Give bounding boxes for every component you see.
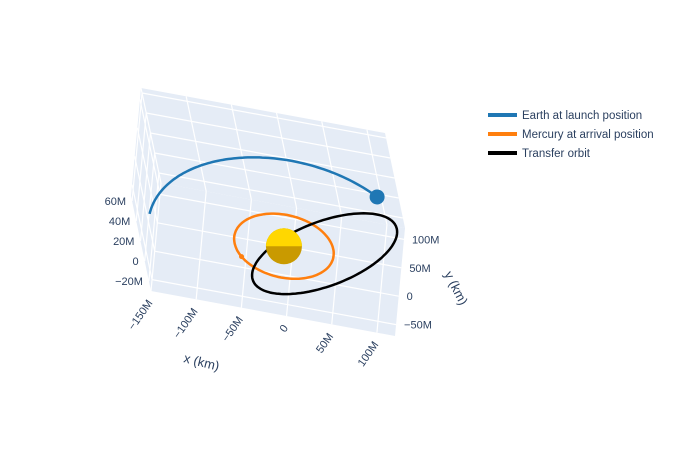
grid-line-x [321, 121, 343, 217]
z-tick-label: 60M [105, 196, 126, 208]
z-tick-label: 20M [113, 236, 134, 248]
axis-panes [131, 88, 405, 336]
grid-line-y [159, 193, 405, 240]
grid-line-z [150, 132, 395, 179]
legend[interactable]: Earth at launch position Mercury at arriv… [488, 110, 654, 160]
transfer-orbit-line [250, 212, 399, 296]
grid-line-y [134, 156, 156, 252]
traces [148, 156, 399, 296]
grid-line-x [150, 182, 162, 292]
z-tick-label: 0 [133, 256, 139, 268]
grid-line-x [376, 224, 388, 333]
earth-marker [369, 189, 385, 205]
sun-highlight [265, 228, 302, 247]
grid-line-z [158, 172, 404, 219]
x-axis-title: x (km) [182, 350, 221, 373]
x-tick-label: 100M [356, 340, 382, 369]
z-tick-label: 40M [109, 216, 130, 228]
grid-line-x [230, 104, 252, 200]
y-tick-label: 50M [409, 263, 430, 275]
grid-line-x [331, 216, 343, 325]
legend-label[interactable]: Earth at launch position [522, 110, 642, 122]
earth-orbit-line [148, 156, 378, 215]
y-axis-title: y (km) [441, 269, 471, 308]
grid-line-z [131, 92, 143, 202]
x-tick-label: −150M [126, 298, 155, 333]
mercury-marker [239, 254, 245, 260]
x-tick-label: −100M [171, 306, 200, 341]
grid-line-z [135, 112, 147, 222]
grid-line-y [139, 99, 161, 195]
grid-line-z [148, 172, 160, 282]
grid-line-x [185, 96, 207, 192]
grid-line-x [195, 191, 207, 300]
legend-label[interactable]: Transfer orbit [522, 148, 591, 160]
z-tick-label: −20M [115, 276, 143, 288]
grid-line-z [144, 152, 156, 262]
y-tick-label: 100M [412, 234, 440, 246]
grid-line-y [131, 184, 153, 280]
y-tick-label: 0 [407, 291, 413, 303]
grid-line-z [154, 152, 399, 199]
legend-label[interactable]: Mercury at arrival position [522, 129, 654, 141]
grid-line-y [136, 127, 158, 223]
x-tick-label: 50M [314, 331, 336, 355]
x-tick-label: 0 [278, 323, 291, 335]
grid-line-z [139, 132, 152, 242]
x-tick-label: −50M [220, 315, 246, 345]
y-tick-label: −50M [404, 320, 432, 332]
grid-line-x [366, 129, 388, 225]
grid-line-y [151, 279, 397, 326]
grid-line-y [154, 250, 399, 297]
grid-line-z [141, 92, 387, 139]
grid-line-z [146, 112, 391, 159]
grid-line-x [140, 87, 162, 184]
left-wall-pane [131, 88, 161, 291]
